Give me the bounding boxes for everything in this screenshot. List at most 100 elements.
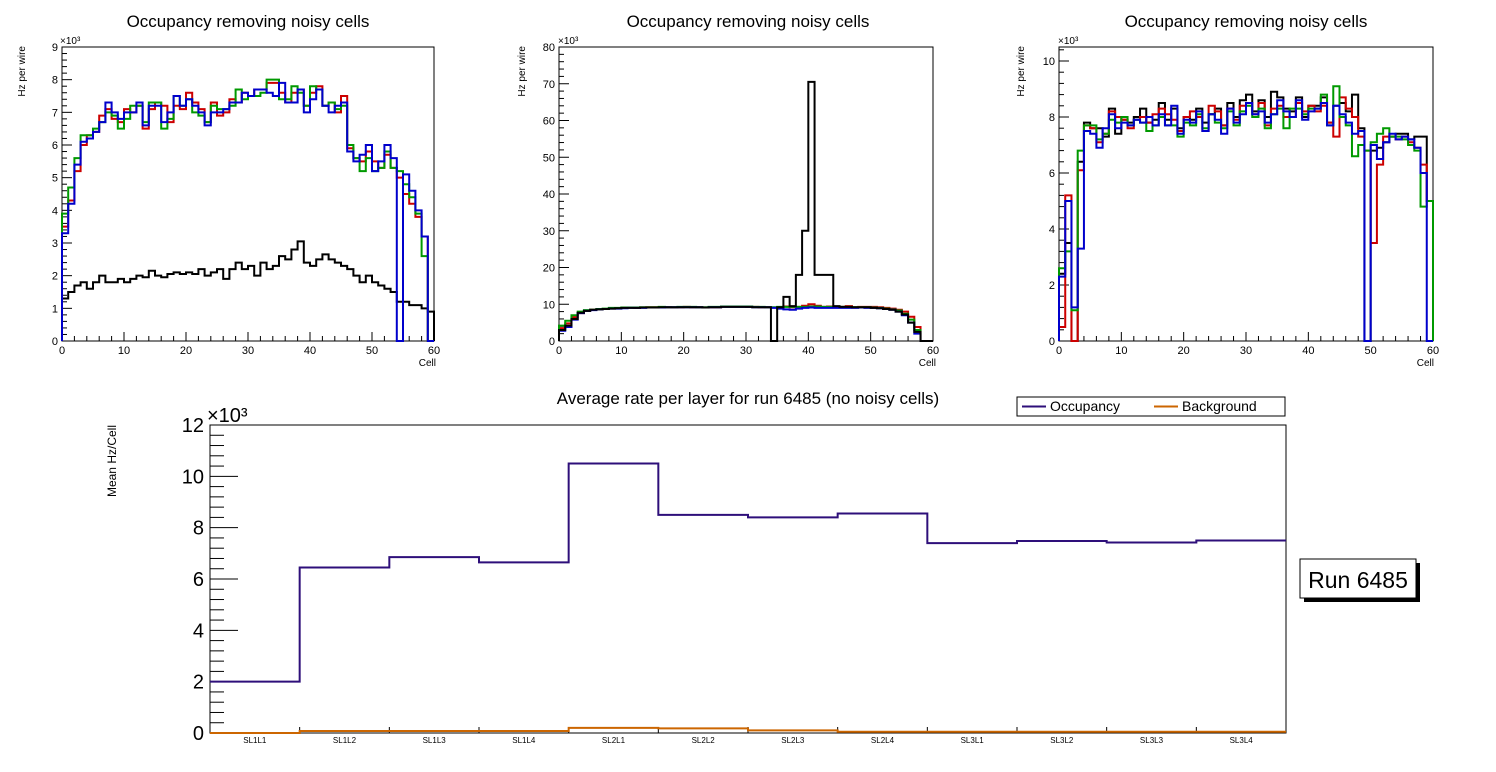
x-tick-label: 0	[556, 345, 562, 357]
x-tick-label-SL2L1: SL2L1	[602, 736, 626, 745]
y-axis: 0 1 2 3 4 5 6 7 8 9	[52, 42, 72, 348]
panel-4-title: Average rate per layer for run 6485 (no …	[557, 389, 939, 408]
y-tick-label: 6	[1049, 168, 1055, 180]
y-tick-label: 8	[52, 75, 58, 87]
x-axis: 0 10 20 30 40 50 60	[1056, 332, 1439, 357]
y-tick-label: 5	[52, 173, 58, 185]
y-tick-label: 3	[52, 238, 58, 250]
x-tick-label-SL1L3: SL1L3	[423, 736, 447, 745]
y-tick-label: 20	[543, 263, 555, 275]
series-layer-black	[558, 80, 933, 342]
y-tick-label: 0	[193, 723, 204, 745]
x-tick-label: 60	[428, 345, 440, 357]
y-tick-label: 10	[543, 299, 555, 311]
x-tick-label: 20	[678, 345, 690, 357]
x-tick-label: 60	[927, 345, 939, 357]
panel-3-exponent: ×10³	[1058, 36, 1079, 47]
y-axis: 0 10 20 30 40 50 60 70 80	[543, 42, 569, 348]
x-tick-label: 10	[1115, 345, 1127, 357]
panel-1-ylabel: Hz per wire	[17, 46, 28, 97]
x-tick-label: 10	[615, 345, 627, 357]
y-tick-label: 30	[543, 226, 555, 238]
panel-1-title: Occupancy removing noisy cells	[127, 12, 370, 31]
y-tick-label: 40	[543, 189, 555, 201]
panel-3-xlabel: Cell	[1417, 358, 1434, 369]
panel-1-xlabel: Cell	[419, 358, 436, 369]
x-tick-label: 40	[802, 345, 814, 357]
x-axis: SL1L1 SL1L2 SL1L3 SL1L4 SL2L1 SL2L2 SL2L3 SL2L4…	[209, 727, 1253, 745]
series-occupancy	[210, 462, 1286, 683]
run-label-text: Run 6485	[1308, 567, 1408, 593]
x-tick-label-SL3L2: SL3L2	[1050, 736, 1074, 745]
x-tick-label-SL2L2: SL2L2	[692, 736, 716, 745]
panel-1: Occupancy removing noisy cells Hz per wi…	[17, 12, 440, 369]
y-tick-label: 6	[52, 140, 58, 152]
x-tick-label-SL2L3: SL2L3	[781, 736, 805, 745]
panel-2: Occupancy removing noisy cells Hz per wi…	[517, 12, 939, 369]
panel-2-title: Occupancy removing noisy cells	[627, 12, 870, 31]
panel-3-plot: 0 10 20 30 40 50 60 0 2 4 6 8 10	[1043, 46, 1439, 357]
panel-4: Average rate per layer for run 6485 (no …	[105, 389, 1420, 745]
legend-label-occupancy: Occupancy	[1050, 398, 1120, 414]
panel-2-xlabel: Cell	[919, 358, 936, 369]
series-layer-blue	[61, 81, 434, 342]
x-tick-label: 60	[1427, 345, 1439, 357]
x-tick-label-SL1L4: SL1L4	[512, 736, 536, 745]
plot-frame	[209, 424, 1287, 734]
panel-3-ylabel: Hz per wire	[1016, 46, 1027, 97]
x-tick-label: 30	[740, 345, 752, 357]
x-tick-label-SL3L3: SL3L3	[1140, 736, 1164, 745]
panel-4-ylabel: Mean Hz/Cell	[105, 425, 119, 497]
y-tick-label: 80	[543, 42, 555, 54]
legend-label-background: Background	[1182, 398, 1257, 414]
legend: Occupancy Background	[1016, 396, 1286, 417]
x-tick-label: 40	[1302, 345, 1314, 357]
panel-4-exponent: ×10³	[207, 405, 248, 427]
x-axis: 0 10 20 30 40 50 60	[59, 332, 440, 357]
x-tick-label: 30	[1240, 345, 1252, 357]
run-label: Run 6485	[1299, 558, 1420, 602]
panel-4-plot: SL1L1 SL1L2 SL1L3 SL1L4 SL2L1 SL2L2 SL2L3 SL2L4…	[182, 415, 1287, 745]
panel-1-plot: 0 10 20 30 40 50 60 0 1 2 3 4 5 6 7 8 9	[52, 42, 440, 357]
panel-2-ylabel: Hz per wire	[517, 46, 528, 97]
x-tick-label: 50	[865, 345, 877, 357]
y-tick-label: 8	[193, 518, 204, 540]
series-background	[210, 726, 1286, 734]
x-tick-label: 0	[1056, 345, 1062, 357]
x-tick-label-SL2L4: SL2L4	[871, 736, 895, 745]
y-tick-label: 0	[549, 336, 555, 348]
y-tick-label: 60	[543, 116, 555, 128]
x-tick-label-SL1L2: SL1L2	[333, 736, 357, 745]
y-tick-label: 10	[182, 466, 204, 488]
x-tick-label: 0	[59, 345, 65, 357]
x-tick-label: 50	[1365, 345, 1377, 357]
y-tick-label: 0	[52, 336, 58, 348]
y-tick-label: 4	[1049, 224, 1055, 236]
panel-3: Occupancy removing noisy cells Hz per wi…	[1016, 12, 1439, 369]
x-axis: 0 10 20 30 40 50 60	[556, 332, 939, 357]
y-tick-label: 1	[52, 303, 58, 315]
y-tick-label: 6	[193, 569, 204, 591]
y-tick-label: 4	[52, 205, 58, 217]
x-tick-label-SL1L1: SL1L1	[243, 736, 267, 745]
plot-frame	[61, 46, 435, 342]
panel-2-exponent: ×10³	[558, 36, 579, 47]
panel-3-title: Occupancy removing noisy cells	[1125, 12, 1368, 31]
series-layer-black	[61, 240, 435, 341]
y-tick-label: 8	[1049, 112, 1055, 124]
x-tick-label-SL3L1: SL3L1	[961, 736, 985, 745]
y-tick-label: 2	[52, 271, 58, 283]
y-tick-label: 12	[182, 415, 204, 437]
x-tick-label: 10	[118, 345, 130, 357]
series-layer-blue	[1058, 99, 1433, 342]
legend-box	[1016, 396, 1286, 417]
panel-2-plot: 0 10 20 30 40 50 60 0 10 20 30 40 50 60 70 80	[543, 42, 939, 357]
y-tick-label: 50	[543, 152, 555, 164]
run-label-box	[1299, 558, 1417, 599]
y-tick-label: 0	[1049, 336, 1055, 348]
y-tick-label: 7	[52, 107, 58, 119]
x-tick-label: 20	[1178, 345, 1190, 357]
y-tick-label: 70	[543, 79, 555, 91]
y-tick-label: 2	[193, 672, 204, 694]
plot-frame	[558, 46, 934, 342]
